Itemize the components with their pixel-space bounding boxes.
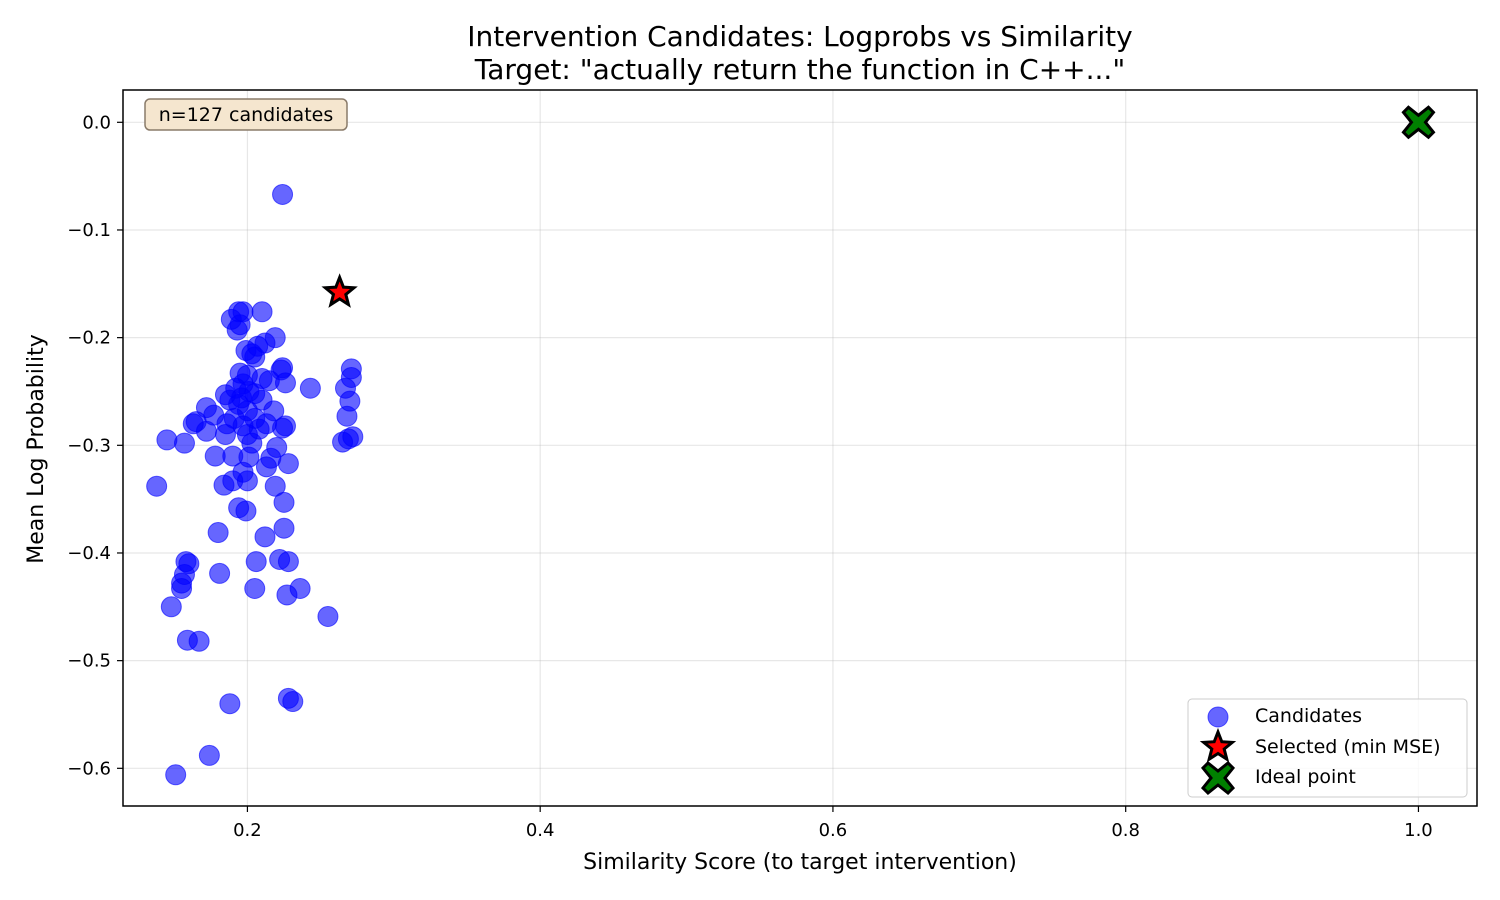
candidate-point [277, 453, 299, 475]
candidate-point [188, 630, 210, 652]
candidate-point [264, 475, 286, 497]
candidate-point [236, 470, 258, 492]
y-axis-label: Mean Log Probability [24, 334, 49, 564]
legend-label-candidates: Candidates [1255, 705, 1362, 727]
candidate-point [273, 491, 295, 513]
annotation-box [144, 98, 348, 131]
candidate-point [245, 551, 267, 573]
candidate-point [226, 319, 248, 341]
y-tick-label: −0.2 [67, 328, 111, 349]
x-tick-label: 0.6 [819, 820, 848, 841]
candidate-point [282, 691, 304, 713]
candidate-point [156, 429, 178, 451]
candidate-point [299, 377, 321, 399]
candidate-point [214, 424, 236, 446]
legend-label-ideal: Ideal point [1255, 766, 1356, 788]
data-points [146, 105, 1436, 786]
candidate-point [195, 420, 217, 442]
legend-symbols [1199, 706, 1237, 796]
legend-ideal-point-x [1200, 760, 1236, 796]
candidate-point [272, 417, 294, 439]
candidate-point [255, 456, 277, 478]
legend-selected-point-star [1199, 727, 1237, 763]
candidate-point [204, 445, 226, 467]
ideal-point-x [1401, 105, 1436, 140]
grid-lines [123, 90, 1477, 806]
candidate-point [219, 693, 241, 715]
candidate-point [277, 551, 299, 573]
candidate-point [235, 500, 257, 522]
candidate-point [272, 183, 294, 205]
x-axis-label: Similarity Score (to target intervention… [583, 850, 1017, 875]
candidate-point [254, 526, 276, 548]
legend-frame [1187, 698, 1468, 798]
candidate-point [173, 432, 195, 454]
legend: Candidates Selected (min MSE) Ideal poin… [1187, 698, 1468, 798]
candidate-point [146, 475, 168, 497]
selected-point-star [321, 273, 358, 308]
legend-candidate-point [1207, 706, 1229, 728]
y-tick-label: −0.6 [67, 758, 111, 779]
y-tick-label: −0.5 [67, 651, 111, 672]
candidate-point [274, 372, 296, 394]
candidate-point [207, 522, 229, 544]
candidate-point [317, 606, 339, 628]
candidate-point [198, 744, 220, 766]
y-tick-label: −0.1 [67, 220, 111, 241]
chart-title-line1: Intervention Candidates: Logprobs vs Sim… [467, 20, 1132, 53]
candidate-point [336, 405, 358, 427]
axes-frame [122, 89, 1478, 807]
candidate-point [213, 474, 235, 496]
candidate-point [244, 578, 266, 600]
candidate-point [165, 764, 187, 786]
candidate-point [332, 431, 354, 453]
candidate-point [209, 562, 231, 584]
x-tick-label: 0.2 [233, 820, 262, 841]
y-tick-label: −0.4 [67, 543, 111, 564]
legend-label-selected: Selected (min MSE) [1255, 736, 1441, 758]
candidate-point [171, 578, 193, 600]
x-tick-label: 0.4 [526, 820, 555, 841]
x-tick-label: 0.8 [1111, 820, 1140, 841]
candidate-point [273, 517, 295, 539]
annotation-text: n=127 candidates [159, 104, 333, 126]
y-tick-label: −0.3 [67, 435, 111, 456]
candidate-point [160, 596, 182, 618]
x-tick-label: 1.0 [1404, 820, 1433, 841]
candidate-count-annotation: n=127 candidates [144, 98, 348, 131]
candidate-point [276, 584, 298, 606]
candidate-point [251, 301, 273, 323]
candidate-point [244, 346, 266, 368]
axis-ticks: 0.2 0.4 0.6 0.8 1.0 0.0 −0.1 −0.2 −0.3 −0.4 −0.5 −0… [67, 112, 1432, 841]
y-tick-label: 0.0 [82, 112, 111, 133]
chart-title-line2: Target: "actually return the function in… [474, 53, 1125, 86]
